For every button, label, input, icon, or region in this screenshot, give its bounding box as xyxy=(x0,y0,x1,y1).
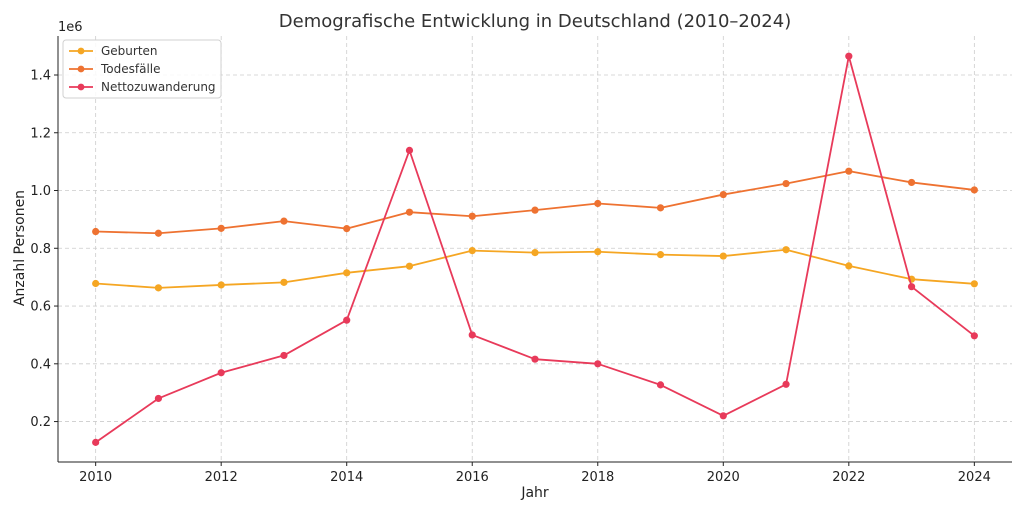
data-point xyxy=(280,351,288,360)
legend: Geburten Todesfälle Nettozuwanderung xyxy=(62,39,222,99)
data-point xyxy=(531,206,539,214)
data-point xyxy=(656,381,665,389)
data-point xyxy=(343,225,351,233)
x-tick-label: 2014 xyxy=(330,470,363,485)
legend-item: Todesfälle xyxy=(69,62,161,76)
data-point xyxy=(343,316,351,324)
y-tick-label: 0.8 xyxy=(30,242,51,257)
y-axis-label: Anzahl Personen xyxy=(12,190,28,306)
x-tick-label: 2010 xyxy=(79,470,112,485)
data-point xyxy=(594,248,602,256)
data-point xyxy=(217,281,225,289)
data-point xyxy=(970,280,978,288)
axes: 2010 2012 2014 2016 2018 2020 2022 2024 0.2 0.4 0.… xyxy=(30,36,1012,485)
x-tick-label: 2020 xyxy=(707,470,740,485)
legend-item: Nettozuwanderung xyxy=(69,80,216,94)
data-point xyxy=(531,249,539,257)
x-tick-label: 2022 xyxy=(832,470,865,485)
data-point xyxy=(217,224,225,232)
series-nettozuwanderung xyxy=(92,52,978,446)
data-point xyxy=(656,204,665,212)
legend-label: Todesfälle xyxy=(100,62,161,76)
x-axis-label: Jahr xyxy=(520,485,549,501)
data-point xyxy=(92,279,100,288)
legend-label: Geburten xyxy=(101,44,158,58)
legend-swatch-marker xyxy=(77,47,85,55)
data-point xyxy=(280,217,288,225)
legend-item: Geburten xyxy=(69,44,158,58)
x-tick-label: 2018 xyxy=(581,470,614,485)
x-tick-label: 2016 xyxy=(456,470,489,485)
data-point xyxy=(782,179,790,188)
data-point xyxy=(594,199,602,208)
y-tick-label: 0.6 xyxy=(30,300,51,315)
data-point xyxy=(92,438,100,446)
data-point xyxy=(405,208,414,216)
data-point xyxy=(970,332,978,340)
data-point xyxy=(719,190,727,199)
data-point xyxy=(468,331,476,339)
y-tick-label: 1.0 xyxy=(30,184,51,199)
data-point xyxy=(845,262,853,270)
legend-label: Nettozuwanderung xyxy=(101,80,216,94)
data-point xyxy=(92,227,100,236)
data-point xyxy=(594,360,602,368)
data-point xyxy=(970,186,978,194)
data-point xyxy=(656,251,665,259)
legend-swatch-marker xyxy=(77,83,85,91)
chart-title: Demografische Entwicklung in Deutschland… xyxy=(279,11,791,32)
grid xyxy=(58,36,1012,462)
data-point xyxy=(782,246,790,254)
data-point xyxy=(845,167,853,175)
data-point xyxy=(719,412,727,420)
y-tick-label: 1.2 xyxy=(30,126,51,141)
data-point xyxy=(405,146,414,154)
y-tick-label: 0.2 xyxy=(30,415,51,430)
x-tick-label: 2012 xyxy=(205,470,238,485)
series-line xyxy=(95,170,975,235)
data-point xyxy=(531,355,539,363)
data-point xyxy=(154,229,163,237)
y-tick-label: 1.4 xyxy=(30,68,51,83)
data-point xyxy=(468,212,476,220)
data-point xyxy=(154,394,163,403)
data-point xyxy=(405,262,414,270)
data-point xyxy=(154,284,163,292)
data-point xyxy=(468,246,476,255)
data-point xyxy=(217,369,225,377)
data-point xyxy=(719,252,727,260)
y-tick-label: 0.4 xyxy=(30,357,51,372)
data-point xyxy=(907,178,916,187)
data-point xyxy=(907,283,916,291)
legend-swatch-marker xyxy=(77,65,85,73)
series-todesfälle xyxy=(92,167,978,237)
legend-box xyxy=(62,39,222,99)
y-offset-label: 1e6 xyxy=(58,20,83,35)
data-point xyxy=(343,269,351,277)
series-geburten xyxy=(92,246,978,292)
series-lines xyxy=(92,52,978,446)
data-point xyxy=(280,278,288,286)
data-point xyxy=(845,52,853,60)
x-tick-label: 2024 xyxy=(958,470,991,485)
data-point xyxy=(782,380,790,388)
